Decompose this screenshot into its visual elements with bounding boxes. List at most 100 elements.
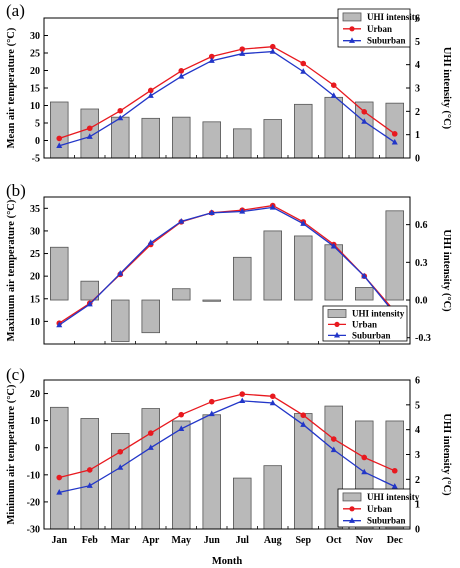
y-tick-label: 30 bbox=[30, 226, 40, 237]
y-tick-label: 10 bbox=[30, 317, 40, 328]
legend-marker bbox=[349, 37, 355, 43]
uhi-bar bbox=[141, 117, 160, 159]
uhi-bar bbox=[385, 102, 404, 159]
suburban-point bbox=[86, 133, 93, 139]
uhi-bar bbox=[172, 288, 191, 301]
urban-point bbox=[239, 46, 246, 52]
suburban-point bbox=[361, 468, 368, 475]
urban-point bbox=[208, 53, 215, 60]
suburban-line bbox=[59, 400, 396, 494]
y2-tick-label: 5 bbox=[415, 400, 420, 411]
suburban-point bbox=[239, 208, 246, 214]
suburban-point bbox=[178, 73, 185, 79]
urban-point bbox=[361, 454, 368, 461]
x-tick-label: Jun bbox=[204, 535, 221, 546]
y2-tick-label: 0 bbox=[415, 154, 420, 165]
suburban-point bbox=[269, 399, 276, 406]
urban-point bbox=[178, 68, 185, 74]
legend-swatch-bar bbox=[342, 12, 362, 22]
suburban-point bbox=[117, 270, 124, 276]
y2-tick-label: 3 bbox=[415, 84, 420, 95]
uhi-bar bbox=[80, 418, 99, 530]
legend-label: Urban bbox=[367, 504, 392, 514]
y-tick-label: 0 bbox=[35, 443, 40, 454]
urban-point bbox=[300, 412, 307, 419]
uhi-bar bbox=[111, 299, 130, 342]
y-tick-label: 35 bbox=[30, 204, 40, 215]
y-tick-label: 5 bbox=[35, 119, 40, 130]
legend-marker bbox=[349, 506, 355, 512]
y2-tick-label: 0.3 bbox=[415, 258, 428, 269]
y-tick-label: -20 bbox=[27, 497, 40, 508]
suburban-point bbox=[147, 92, 154, 98]
x-tick-label: Nov bbox=[356, 535, 373, 546]
urban-point bbox=[147, 430, 154, 436]
y-tick-label: 15 bbox=[30, 294, 40, 305]
uhi-bar bbox=[141, 299, 160, 334]
urban-point bbox=[330, 436, 337, 442]
legend-marker bbox=[349, 26, 355, 32]
urban-point bbox=[86, 125, 93, 132]
suburban-point bbox=[269, 204, 276, 210]
urban-point bbox=[86, 467, 93, 473]
legend-marker bbox=[349, 517, 355, 523]
urban-point bbox=[391, 131, 398, 137]
suburban-point bbox=[86, 300, 93, 307]
y2-tick-label: 4 bbox=[415, 425, 420, 436]
suburban-point bbox=[178, 218, 185, 224]
y2-tick-label: 2 bbox=[415, 475, 420, 486]
y-axis-title: Maximum air temperature (°C) bbox=[6, 199, 17, 341]
suburban-point bbox=[391, 483, 398, 489]
x-tick-label: Aug bbox=[264, 535, 282, 546]
y2-tick-label: 6 bbox=[415, 376, 420, 387]
x-tick-label: Dec bbox=[387, 535, 404, 546]
panel-label: (a) bbox=[6, 1, 25, 20]
uhi-bar bbox=[233, 477, 252, 530]
y-tick-label: 20 bbox=[30, 389, 40, 400]
y2-tick-label: 2 bbox=[415, 107, 420, 118]
legend-label: UHI intensity bbox=[367, 12, 420, 22]
urban-line bbox=[58, 204, 396, 324]
y-tick-label: -10 bbox=[27, 470, 40, 481]
y-tick-label: -30 bbox=[27, 525, 40, 536]
legend-label: Suburban bbox=[367, 36, 406, 46]
y2-tick-label: 0.0 bbox=[415, 296, 428, 307]
x-tick-label: Jan bbox=[51, 535, 67, 546]
uhi-bar bbox=[172, 420, 191, 530]
y-tick-label: 10 bbox=[30, 416, 40, 427]
uhi-bar bbox=[324, 96, 343, 159]
urban-point bbox=[269, 43, 276, 50]
y2-tick-label: 0 bbox=[415, 525, 420, 536]
y2-tick-label: 3 bbox=[415, 450, 420, 461]
suburban-point bbox=[147, 239, 154, 245]
legend-label: Suburban bbox=[367, 516, 406, 526]
uhi-bar bbox=[233, 256, 252, 301]
uhi-bar bbox=[80, 280, 99, 301]
suburban-line bbox=[59, 50, 396, 147]
uhi-bar bbox=[263, 119, 282, 159]
suburban-point bbox=[300, 421, 307, 427]
suburban-point bbox=[56, 321, 63, 328]
urban-point bbox=[117, 107, 124, 114]
uhi-bar bbox=[202, 299, 221, 302]
suburban-point bbox=[269, 48, 276, 54]
suburban-point bbox=[300, 220, 307, 226]
uhi-bar bbox=[111, 116, 130, 159]
y-tick-label: 20 bbox=[30, 66, 40, 77]
y2-tick-label: -0.3 bbox=[415, 333, 431, 344]
suburban-point bbox=[208, 57, 215, 63]
x-tick-label: May bbox=[172, 535, 191, 546]
suburban-point bbox=[361, 118, 368, 124]
suburban-point bbox=[300, 68, 307, 74]
suburban-point bbox=[117, 464, 124, 470]
legend: UHI intensity Urban Suburban bbox=[337, 488, 420, 528]
uhi-bar bbox=[50, 406, 69, 530]
x-tick-label: Feb bbox=[82, 535, 99, 546]
uhi-bar bbox=[263, 465, 282, 530]
legend-marker bbox=[334, 321, 340, 328]
y-tick-label: 15 bbox=[30, 84, 40, 95]
uhi-bar bbox=[202, 121, 221, 159]
urban-point bbox=[361, 109, 368, 115]
urban-point bbox=[147, 87, 154, 94]
y2-axis-title: UHI intensity (°C) bbox=[441, 229, 452, 312]
